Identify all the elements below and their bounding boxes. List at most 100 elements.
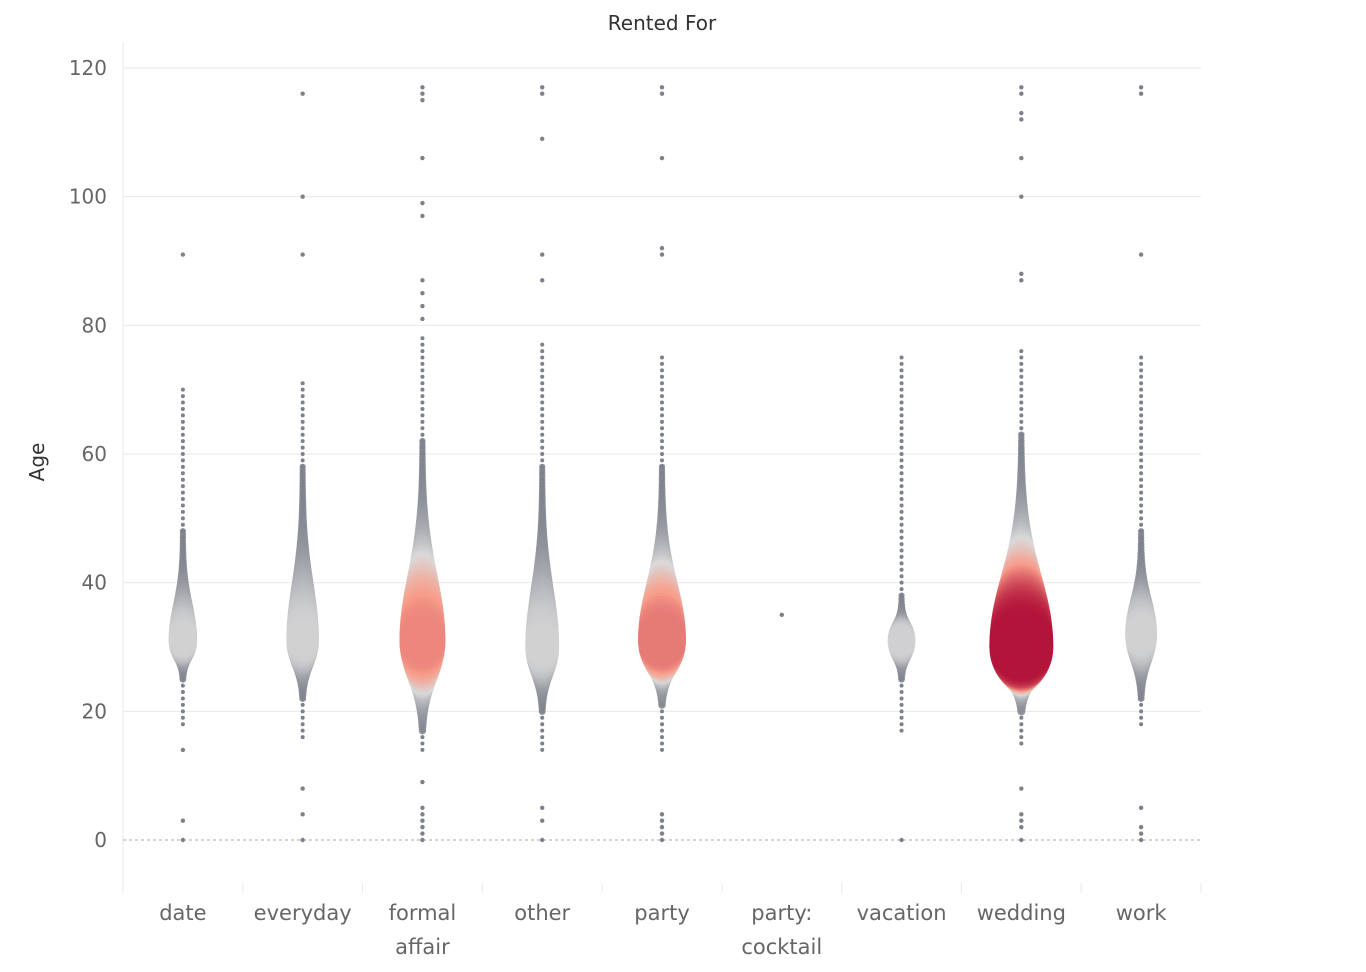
data-point [1139, 471, 1144, 476]
data-point [660, 458, 664, 463]
data-point [660, 747, 664, 752]
data-point [1019, 361, 1024, 366]
data-point [659, 85, 665, 90]
data-point [540, 406, 545, 411]
data-point [300, 439, 305, 444]
data-point [1139, 702, 1144, 707]
x-tick-label: everyday [254, 901, 352, 925]
data-point [1138, 252, 1144, 257]
data-point [1139, 722, 1144, 727]
data-point [420, 837, 425, 843]
data-point [899, 574, 904, 579]
data-point [420, 368, 425, 373]
data-point [899, 722, 904, 727]
x-tick-label: party [634, 901, 690, 925]
data-point [540, 394, 545, 399]
data-point [168, 626, 198, 655]
data-point [300, 432, 305, 437]
data-point [180, 484, 185, 489]
data-point [887, 626, 916, 655]
series-wedding [989, 85, 1054, 843]
data-point [525, 630, 560, 664]
data-point [420, 97, 425, 103]
data-point [540, 342, 545, 347]
x-tick-label: wedding [977, 901, 1066, 925]
data-point [1139, 452, 1144, 456]
data-point [899, 458, 904, 463]
data-point [300, 458, 305, 463]
data-point [660, 368, 664, 373]
data-point [420, 413, 425, 418]
data-point [540, 432, 545, 437]
data-point [420, 336, 425, 341]
data-point [660, 355, 664, 360]
data-point [659, 252, 665, 257]
data-point [1139, 368, 1144, 373]
data-point [420, 735, 425, 740]
data-point [420, 381, 425, 386]
data-point [899, 452, 904, 456]
data-point [300, 786, 305, 791]
data-point [899, 445, 904, 450]
data-point [1019, 786, 1024, 791]
data-point [1139, 509, 1144, 514]
data-point [659, 831, 665, 836]
data-point [899, 484, 904, 489]
data-point [1019, 278, 1024, 283]
data-point [420, 290, 425, 296]
data-point [540, 91, 545, 96]
data-point [899, 490, 904, 495]
data-point [660, 445, 664, 450]
data-point [540, 735, 545, 740]
data-point [300, 252, 305, 257]
data-point [899, 394, 904, 399]
data-point [1138, 805, 1144, 811]
data-point [1138, 837, 1144, 843]
data-point [420, 779, 425, 785]
data-point [300, 426, 305, 431]
data-point [1019, 741, 1024, 746]
data-point [899, 683, 904, 688]
data-point [420, 831, 425, 836]
data-point [899, 387, 904, 392]
data-point [899, 406, 904, 411]
data-point [420, 387, 425, 392]
data-point [899, 361, 904, 366]
data-point [420, 342, 425, 347]
data-point [660, 400, 664, 405]
data-point [300, 394, 305, 399]
data-point [1019, 715, 1024, 720]
data-point [180, 837, 186, 843]
data-point [300, 194, 305, 199]
y-tick-label: 60 [82, 442, 107, 466]
data-point [1019, 728, 1024, 733]
data-point [180, 503, 185, 508]
data-point [1019, 837, 1024, 843]
data-point [180, 818, 186, 823]
data-point [1139, 381, 1144, 386]
x-tick-label: formal [389, 901, 457, 925]
data-point [1139, 503, 1144, 508]
data-point [1139, 419, 1144, 424]
data-point [300, 709, 305, 714]
data-point [1019, 735, 1024, 740]
data-point [420, 741, 425, 746]
data-point [659, 818, 665, 823]
data-point [540, 278, 545, 283]
data-point [540, 837, 545, 843]
data-point [1138, 91, 1144, 96]
data-point [1019, 368, 1024, 373]
data-point [180, 715, 185, 720]
data-point [180, 445, 185, 450]
data-point [660, 439, 664, 444]
data-point [1019, 400, 1024, 405]
data-point [1019, 349, 1024, 354]
data-point [1019, 85, 1024, 90]
data-point [420, 85, 425, 90]
data-point [300, 413, 305, 418]
data-point [420, 303, 425, 309]
data-point [180, 458, 185, 463]
data-point [180, 497, 185, 502]
data-point [1139, 361, 1144, 366]
data-point [899, 696, 904, 701]
